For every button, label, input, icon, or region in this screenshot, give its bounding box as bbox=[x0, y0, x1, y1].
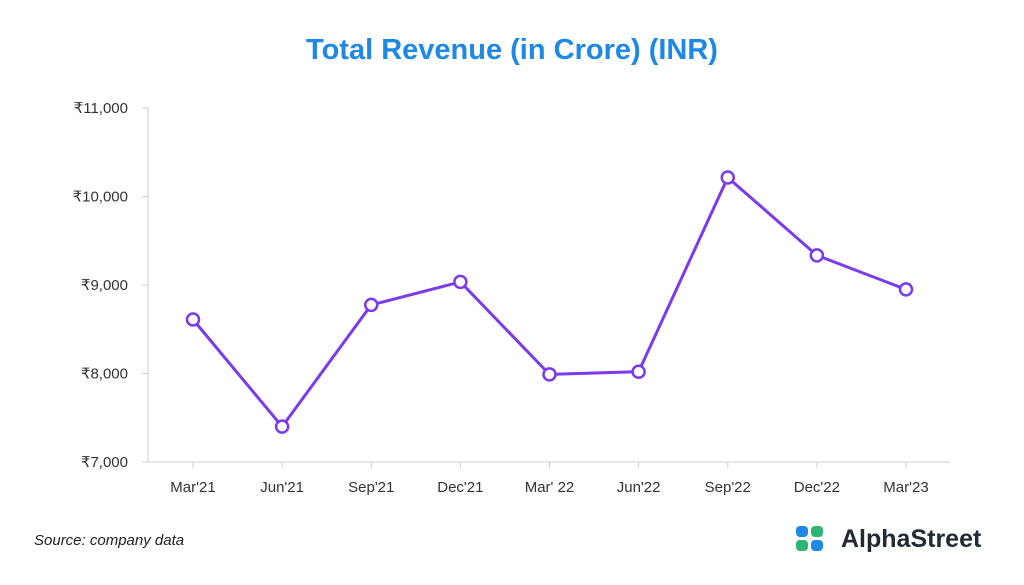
source-note: Source: company data bbox=[34, 532, 185, 549]
y-tick-labels: ₹7,000 ₹8,000 ₹9,000 ₹10,000 ₹11,000 bbox=[73, 100, 128, 471]
x-tick-label: Mar'23 bbox=[883, 479, 928, 496]
brand-name: AlphaStreet bbox=[841, 524, 982, 553]
x-tick-label: Jun'22 bbox=[617, 479, 661, 496]
data-point bbox=[185, 312, 201, 327]
series-layer bbox=[191, 175, 907, 429]
x-tick-label: Dec'22 bbox=[794, 479, 840, 496]
x-tick-labels: Mar'21 Jun'21 Sep'21 Dec'21 Mar' 22 Jun'22 Sep… bbox=[170, 479, 928, 496]
alphastreet-logo-icon bbox=[796, 526, 823, 551]
x-tick-label: Jun'21 bbox=[260, 479, 304, 496]
brand-logo: AlphaStreet bbox=[795, 524, 981, 554]
axes bbox=[142, 107, 950, 468]
x-tick-label: Mar'21 bbox=[170, 479, 215, 496]
data-point bbox=[274, 419, 290, 434]
data-point bbox=[453, 274, 468, 290]
y-tick-label: ₹8,000 bbox=[81, 366, 128, 383]
data-point bbox=[809, 248, 825, 263]
y-tick-label: ₹11,000 bbox=[74, 100, 128, 117]
x-tick-label: Sep'21 bbox=[348, 479, 394, 496]
x-tick-label: Dec'21 bbox=[437, 479, 483, 496]
data-point bbox=[542, 367, 557, 382]
chart-title: Total Revenue (in Crore) (INR) bbox=[306, 34, 718, 66]
x-tick-label: Sep'22 bbox=[705, 479, 751, 496]
data-points bbox=[185, 170, 914, 434]
y-tick-label: ₹7,000 bbox=[81, 454, 128, 471]
data-point bbox=[364, 297, 379, 313]
y-tick-label: ₹10,000 bbox=[73, 189, 128, 206]
data-point bbox=[631, 364, 646, 379]
x-tick-label: Mar' 22 bbox=[525, 479, 575, 496]
data-point bbox=[898, 282, 914, 297]
data-point bbox=[720, 170, 735, 185]
series-line bbox=[191, 175, 907, 429]
y-tick-label: ₹9,000 bbox=[81, 277, 128, 294]
